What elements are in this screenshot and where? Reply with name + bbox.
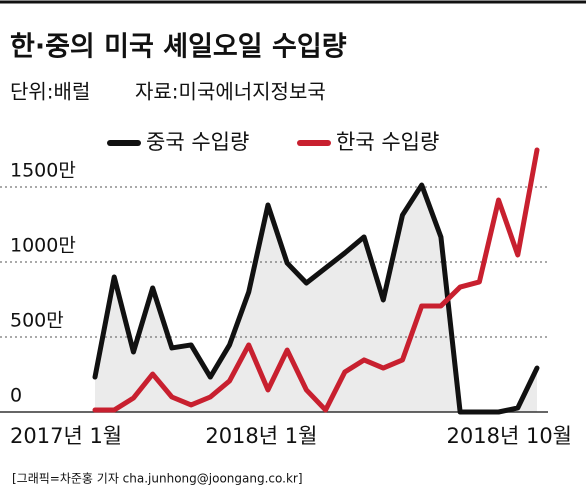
unit: 단위:배럴 [10,80,90,104]
x-tick-label: 2017년 1월 [10,424,122,448]
line [92,182,540,415]
y-tick-label: 1500만 [10,160,76,182]
x-tick-label: 2018년 10월 [447,424,572,448]
area [95,185,537,412]
legend-label: 한국 수입량 [336,130,439,154]
y-tick-label: 1000만 [10,235,76,257]
y-tick-label: 0 [10,385,22,407]
line [92,147,540,413]
y-tick-label: 500만 [10,310,64,332]
chart-title: 한·중의 미국 셰일오일 수입량 [10,32,347,63]
credit: [그래픽=차준홍 기자 cha.junhong@joongang.co.kr] [12,472,303,486]
x-tick-label: 2018년 1월 [205,424,317,448]
legend-label: 중국 수입량 [146,130,249,154]
source: 자료:미국에너지정보국 [135,80,326,104]
